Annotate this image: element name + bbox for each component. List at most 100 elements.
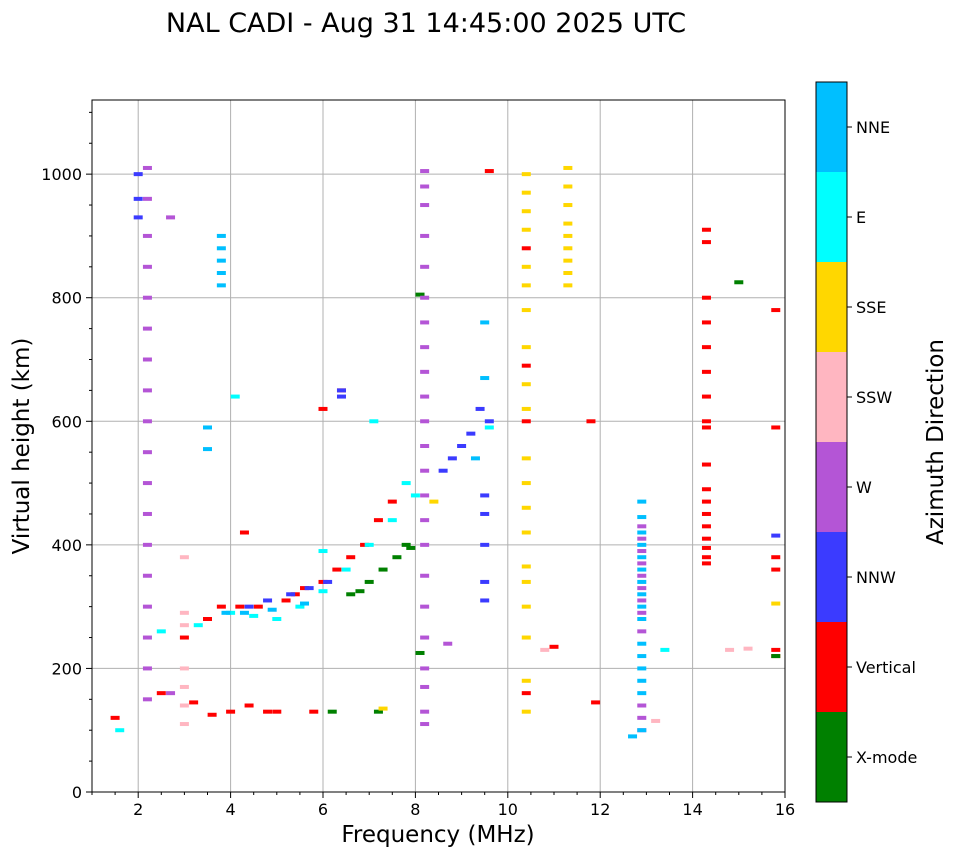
data-point [521, 691, 531, 696]
data-point [701, 320, 711, 325]
colorbar-label: X-mode [856, 748, 917, 767]
data-point [637, 555, 647, 560]
data-point [521, 635, 531, 640]
x-tick-label: 4 [226, 800, 236, 819]
data-point [281, 598, 291, 603]
data-point [420, 493, 430, 498]
data-point [637, 703, 647, 708]
colorbar-segment [816, 172, 847, 262]
data-point [475, 406, 485, 411]
data-point [563, 165, 573, 170]
x-tick-label: 2 [133, 800, 143, 819]
data-point [244, 604, 254, 609]
colorbar-title: Azimuth Direction [923, 339, 949, 545]
y-tick-label: 1000 [41, 165, 82, 184]
data-point [420, 722, 430, 727]
data-point [304, 586, 314, 591]
data-point [364, 542, 374, 547]
x-tick-label: 16 [775, 800, 795, 819]
y-axis-ticks: 0 200 400 600 800 1000 [41, 111, 92, 802]
data-point [263, 598, 273, 603]
data-point [521, 190, 531, 195]
data-point [521, 505, 531, 510]
data-point [637, 691, 647, 696]
data-point [637, 586, 647, 591]
data-point [637, 617, 647, 621]
data-point [142, 295, 152, 300]
data-point [725, 647, 735, 652]
data-point [521, 264, 531, 269]
colorbar-segment [816, 442, 847, 532]
data-point [637, 715, 647, 720]
data-point [133, 215, 143, 220]
series-nnw [133, 172, 781, 609]
data-point [521, 481, 531, 486]
data-point [637, 499, 647, 504]
data-point [332, 567, 342, 572]
data-point [563, 246, 573, 251]
data-point [420, 635, 430, 640]
data-point [166, 215, 176, 220]
data-point [637, 654, 647, 659]
data-point [521, 530, 531, 535]
data-point [346, 592, 356, 597]
data-point [318, 406, 328, 411]
data-point [142, 666, 152, 671]
data-point [470, 456, 480, 461]
data-point [701, 462, 711, 467]
data-point [521, 579, 531, 584]
data-point [142, 481, 152, 486]
data-point [466, 431, 476, 436]
data-point [563, 233, 573, 238]
data-point [179, 722, 189, 727]
data-point [429, 499, 439, 504]
data-point [216, 233, 226, 238]
data-point [142, 165, 152, 170]
data-point [193, 623, 203, 628]
data-point [457, 444, 467, 448]
data-point [387, 518, 397, 523]
data-point [406, 545, 416, 550]
data-point [420, 169, 430, 174]
colorbar-segment [816, 622, 847, 712]
data-point [637, 629, 647, 634]
data-point [203, 447, 212, 452]
data-point [286, 592, 296, 597]
colorbar-label: Vertical [856, 658, 916, 677]
data-point [318, 589, 328, 594]
data-point [420, 684, 430, 689]
colorbar-label: SSW [856, 388, 892, 407]
series-w [142, 165, 647, 733]
series-vertical [110, 169, 781, 720]
data-point [521, 172, 531, 177]
data-point [420, 345, 430, 350]
data-point [637, 536, 647, 541]
data-point [216, 258, 226, 263]
data-point [239, 610, 249, 615]
y-tick-label: 0 [72, 783, 82, 802]
plot-background [92, 100, 785, 792]
data-point [420, 604, 430, 609]
colorbar-label: W [856, 478, 872, 497]
data-point [373, 518, 383, 523]
data-point [637, 678, 647, 683]
data-point [142, 357, 152, 362]
data-point [300, 601, 310, 606]
data-point [420, 419, 430, 424]
data-point [216, 246, 226, 251]
data-point [290, 592, 300, 597]
data-point [521, 456, 531, 461]
data-point [142, 264, 152, 269]
y-tick-label: 600 [51, 412, 82, 431]
data-point [216, 604, 226, 609]
x-tick-label: 8 [410, 800, 420, 819]
data-point [521, 209, 531, 214]
data-point [660, 647, 670, 652]
data-point [216, 271, 226, 275]
data-point [563, 203, 573, 208]
data-point [521, 283, 531, 288]
colorbar-segment [816, 352, 847, 442]
data-point [521, 419, 531, 424]
data-point [341, 567, 351, 572]
